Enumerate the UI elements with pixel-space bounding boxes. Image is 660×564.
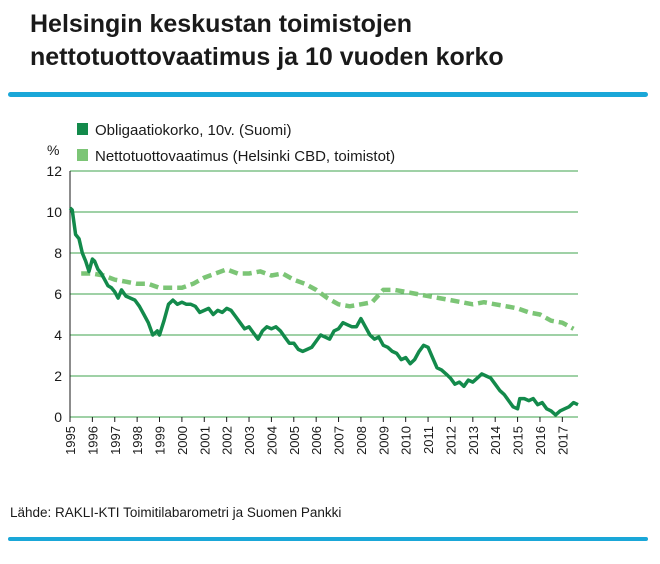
- x-tick-label: 2012: [443, 426, 458, 455]
- x-tick-label: 2015: [511, 426, 526, 455]
- y-tick-label: 2: [54, 368, 62, 384]
- series-line-yield: [81, 267, 575, 331]
- x-tick-label: 2008: [354, 426, 369, 455]
- x-tick-label: 2006: [309, 426, 324, 455]
- x-tick-label: 2004: [264, 426, 279, 455]
- x-tick-label: 2005: [287, 426, 302, 455]
- y-axis-ticks: 0 2 4 6 8 10 12: [46, 163, 62, 425]
- x-tick-label: 1995: [63, 426, 78, 455]
- x-tick-label: 2009: [376, 426, 391, 455]
- top-accent-bar: [8, 92, 648, 97]
- legend-swatch-bond: [77, 123, 88, 135]
- x-tick-label: 2002: [220, 426, 235, 455]
- x-tick-label: 1999: [153, 426, 168, 455]
- x-tick-label: 2000: [175, 426, 190, 455]
- x-tick-label: 2013: [466, 426, 481, 455]
- source-note: Lähde: RAKLI-KTI Toimitilabarometri ja S…: [10, 505, 342, 520]
- x-axis-ticks: 1995 1996 1997 1998 1999 2000 2001 2002 2003 2004…: [63, 417, 570, 455]
- x-tick-label: 2010: [399, 426, 414, 455]
- y-tick-label: 10: [46, 204, 62, 220]
- x-tick-label: 2014: [488, 426, 503, 455]
- x-tick-label: 2003: [242, 426, 257, 455]
- line-chart: 0 2 4 6 8 10 12 % 1995 1996 1997 1998 1999 2000 2001…: [46, 122, 579, 455]
- chart-series: [68, 206, 579, 417]
- bottom-accent-bar: [8, 537, 648, 541]
- x-tick-label: 1996: [85, 426, 100, 455]
- y-tick-label: 12: [46, 163, 62, 179]
- legend-label-yield: Nettotuottovaatimus (Helsinki CBD, toimi…: [95, 148, 395, 165]
- chart-title: Helsingin keskustan toimistojen nettotuo…: [30, 8, 640, 74]
- x-tick-label: 2001: [197, 426, 212, 455]
- x-tick-label: 2016: [533, 426, 548, 455]
- y-tick-label: 8: [54, 245, 62, 261]
- x-tick-label: 2011: [421, 426, 436, 454]
- y-tick-label: 4: [54, 327, 62, 343]
- chart-title-line-2: nettotuottovaatimus ja 10 vuoden korko: [30, 43, 504, 71]
- chart-title-line-1: Helsingin keskustan toimistojen: [30, 10, 413, 38]
- series-line-bond: [68, 206, 579, 417]
- x-tick-label: 1997: [108, 426, 123, 455]
- y-tick-label: 0: [54, 409, 62, 425]
- legend-label-bond: Obligaatiokorko, 10v. (Suomi): [95, 122, 291, 139]
- y-axis-unit: %: [47, 142, 59, 158]
- y-tick-label: 6: [54, 286, 62, 302]
- chart-legend: Obligaatiokorko, 10v. (Suomi) Nettotuott…: [77, 122, 395, 165]
- legend-swatch-yield: [77, 149, 88, 161]
- x-tick-label: 2007: [332, 426, 347, 455]
- x-tick-label: 2017: [555, 426, 570, 455]
- x-tick-label: 1998: [130, 426, 145, 455]
